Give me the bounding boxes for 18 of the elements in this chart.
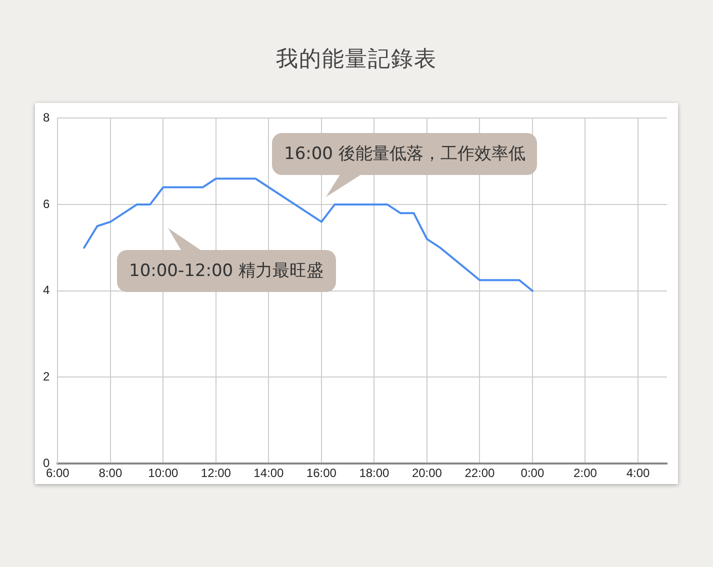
y-tick-label: 8 — [42, 110, 50, 125]
x-tick-label: 20:00 — [412, 466, 442, 480]
x-tick-label: 2:00 — [574, 466, 598, 480]
x-tick-label: 16:00 — [306, 466, 337, 480]
chart-title: 我的能量記錄表 — [275, 46, 438, 74]
y-tick-label: 6 — [42, 196, 50, 211]
x-tick-label: 10:00 — [148, 466, 179, 480]
x-tick-label: 0:00 — [520, 466, 544, 480]
x-tick-label: 22:00 — [464, 466, 496, 480]
x-tick-label: 8:00 — [98, 466, 122, 480]
annotation: 16:00 後能量低落，工作效率低 — [272, 133, 538, 175]
y-tick-label: 4 — [42, 283, 50, 298]
x-tick-label: 18:00 — [359, 466, 390, 480]
x-tick-label: 4:00 — [626, 466, 650, 480]
x-tick-label: 12:00 — [200, 466, 232, 480]
y-tick-label: 2 — [42, 370, 50, 384]
x-tick-label: 14:00 — [254, 466, 284, 480]
annotation: 10:00-12:00 精力最旺盛 — [117, 250, 336, 292]
